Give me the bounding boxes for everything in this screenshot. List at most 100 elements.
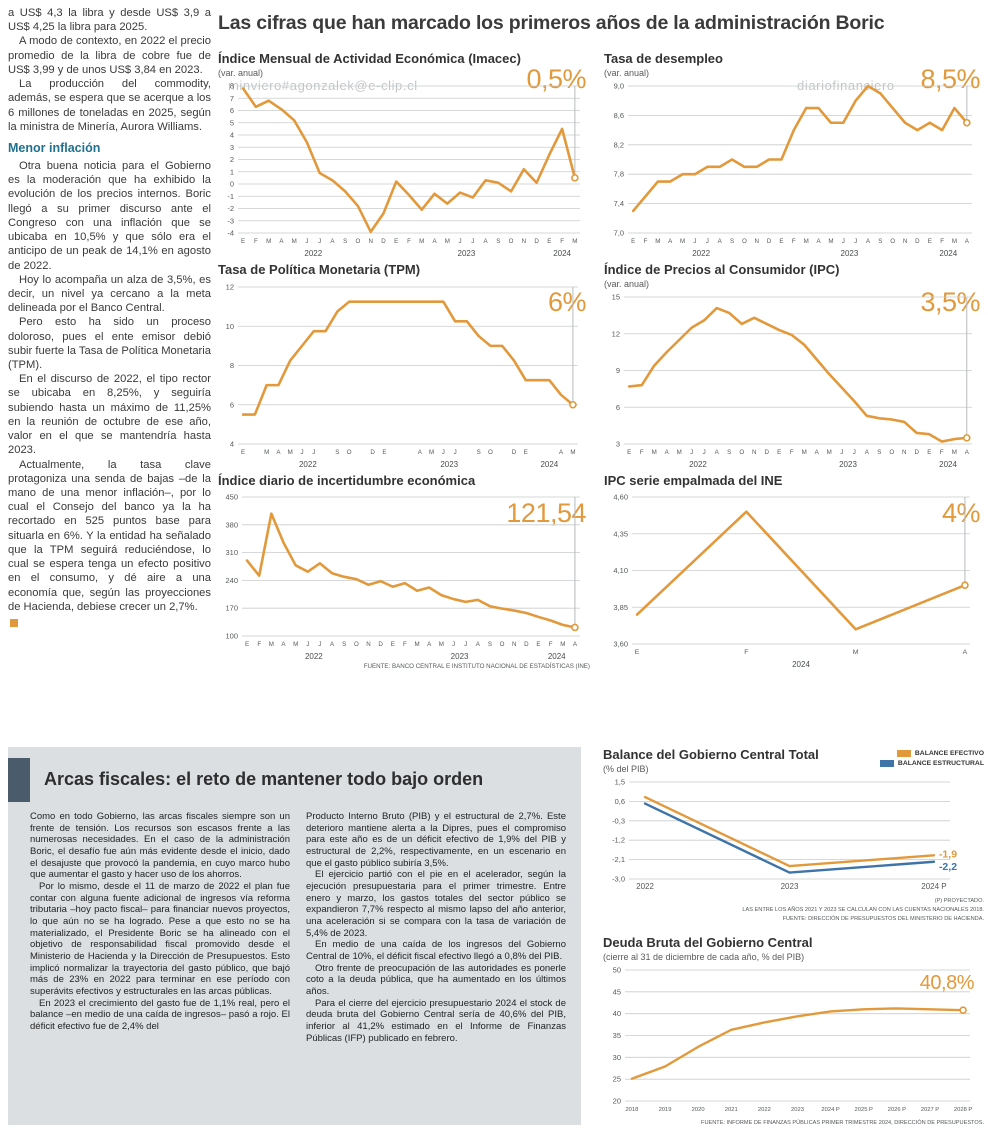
svg-text:F: F xyxy=(940,449,944,456)
chart-title: Tasa de Política Monetaria (TPM) xyxy=(218,262,421,277)
svg-text:D: D xyxy=(767,238,772,245)
svg-text:M: M xyxy=(952,238,957,245)
chart-title: Deuda Bruta del Gobierno Central xyxy=(603,935,813,950)
legend-swatch-efectivo xyxy=(896,750,911,757)
svg-text:2023: 2023 xyxy=(440,460,458,469)
chart-canvas: 8 7 6 5 4 3 2 1 0 -1 -2 -3 -4 E F M A M J J A S O N D E F M A M J J A S O N… xyxy=(218,80,590,259)
watermark-text: minviero#agonzalek@e-clip.cl xyxy=(228,78,418,93)
fiscal-section-title: Arcas fiscales: el reto de mantener todo… xyxy=(44,769,484,789)
chart-desempleo: Tasa de desempleo (var. anual) 8,5% 9,0 8… xyxy=(604,51,984,259)
svg-text:M: M xyxy=(439,641,444,648)
svg-text:N: N xyxy=(902,449,906,456)
svg-text:M: M xyxy=(264,449,269,456)
svg-text:-2,2: -2,2 xyxy=(939,861,957,873)
chart-title: Índice Mensual de Actividad Económica (I… xyxy=(218,51,521,66)
svg-text:-1: -1 xyxy=(227,192,234,201)
svg-text:310: 310 xyxy=(225,548,238,557)
svg-text:8,2: 8,2 xyxy=(614,140,624,149)
svg-text:F: F xyxy=(254,238,258,245)
chart-source-lines: (P) PROYECTADO. LAS ENTRE LOS AÑOS 2021 Y… xyxy=(603,897,984,924)
svg-text:F: F xyxy=(644,238,648,245)
svg-text:-4: -4 xyxy=(227,228,234,237)
svg-text:E: E xyxy=(631,238,635,245)
svg-text:2024: 2024 xyxy=(792,660,810,669)
fiscal-section: Arcas fiscales: el reto de mantener todo… xyxy=(8,747,581,1125)
chart-latest-value: 121,54 xyxy=(506,498,586,528)
svg-text:S: S xyxy=(727,449,731,456)
legend-row: BALANCE ESTRUCTURAL xyxy=(879,760,984,767)
svg-text:2028 P: 2028 P xyxy=(954,1107,973,1113)
chart-canvas: 12 10 8 6 4 E M A M J J S O D E A M J J S O D E A M 2022 2023 2024 xyxy=(218,281,590,470)
svg-text:2023: 2023 xyxy=(781,882,799,891)
svg-text:100: 100 xyxy=(225,631,238,640)
chart-source: FUENTE: BANCO CENTRAL E INSTITUTO NACION… xyxy=(363,663,590,670)
svg-text:E: E xyxy=(927,449,931,456)
svg-text:F: F xyxy=(560,238,564,245)
svg-text:A: A xyxy=(330,641,335,648)
chart-tpm: Tasa de Política Monetaria (TPM) 6% 12 10… xyxy=(218,262,590,470)
svg-text:A: A xyxy=(816,238,821,245)
svg-text:N: N xyxy=(366,641,370,648)
chart-ipc: Índice de Precios al Consumidor (IPC) (v… xyxy=(604,262,984,470)
chart-title: Índice de Precios al Consumidor (IPC) xyxy=(604,262,840,277)
legend-label: BALANCE ESTRUCTURAL xyxy=(897,760,984,767)
svg-text:1,5: 1,5 xyxy=(615,777,625,786)
svg-text:F: F xyxy=(257,641,261,648)
svg-text:M: M xyxy=(680,238,685,245)
svg-text:-2: -2 xyxy=(227,204,234,213)
svg-text:E: E xyxy=(391,641,395,648)
svg-text:450: 450 xyxy=(225,492,238,501)
svg-text:6: 6 xyxy=(230,106,234,115)
svg-text:2022: 2022 xyxy=(758,1107,771,1113)
svg-text:M: M xyxy=(570,449,575,456)
text-line: En medio de una caída de los ingresos de… xyxy=(306,939,566,963)
svg-text:-0,3: -0,3 xyxy=(612,816,625,825)
chart-subtitle: (cierre al 31 de diciembre de cada año, … xyxy=(603,951,805,962)
svg-text:9,0: 9,0 xyxy=(614,81,624,90)
svg-text:E: E xyxy=(635,649,640,656)
svg-text:A: A xyxy=(715,449,720,456)
svg-text:A: A xyxy=(279,238,284,245)
chart-canvas: 4,60 4,35 4,10 3,85 3,60 E F M A 2024 xyxy=(604,491,984,670)
svg-text:J: J xyxy=(840,449,843,456)
svg-text:M: M xyxy=(853,649,859,656)
svg-text:35: 35 xyxy=(613,1031,621,1040)
svg-text:J: J xyxy=(690,449,693,456)
svg-text:E: E xyxy=(779,238,783,245)
svg-text:D: D xyxy=(765,449,770,456)
page-title: Las cifras que han marcado los primeros … xyxy=(218,12,885,34)
text-line: Como en todo Gobierno, las arcas fiscale… xyxy=(30,811,290,881)
chart-subtitle: (var. anual) xyxy=(604,67,650,78)
svg-text:J: J xyxy=(854,238,857,245)
chart-canvas: 15 12 9 6 3 E F M A M J J A S O N D E F M A M J J A S O N D E F M A 2022 2… xyxy=(604,291,984,470)
svg-text:J: J xyxy=(318,238,321,245)
svg-text:2: 2 xyxy=(230,155,234,164)
svg-text:F: F xyxy=(790,449,794,456)
svg-text:N: N xyxy=(755,238,759,245)
svg-text:E: E xyxy=(382,449,386,456)
svg-text:7: 7 xyxy=(230,94,234,103)
svg-text:2022: 2022 xyxy=(689,460,707,469)
chart-subtitle: (var. anual) xyxy=(218,67,264,78)
svg-text:M: M xyxy=(560,641,565,648)
svg-text:N: N xyxy=(368,238,372,245)
svg-text:M: M xyxy=(802,449,807,456)
svg-text:8: 8 xyxy=(230,361,234,370)
svg-text:A: A xyxy=(476,641,481,648)
svg-text:J: J xyxy=(305,238,308,245)
svg-text:J: J xyxy=(300,449,303,456)
svg-text:2023: 2023 xyxy=(841,249,859,258)
svg-text:E: E xyxy=(524,449,528,456)
svg-text:2022: 2022 xyxy=(305,652,323,661)
svg-text:2025 P: 2025 P xyxy=(855,1107,874,1113)
svg-text:2022: 2022 xyxy=(304,249,322,258)
svg-text:O: O xyxy=(739,449,744,456)
chart-incertidumbre: Índice diario de incertidumbre económica… xyxy=(218,473,590,670)
svg-text:M: M xyxy=(804,238,809,245)
svg-text:E: E xyxy=(928,238,932,245)
svg-text:7,8: 7,8 xyxy=(614,170,624,179)
svg-text:M: M xyxy=(292,238,297,245)
svg-text:S: S xyxy=(496,238,500,245)
svg-text:O: O xyxy=(889,449,894,456)
